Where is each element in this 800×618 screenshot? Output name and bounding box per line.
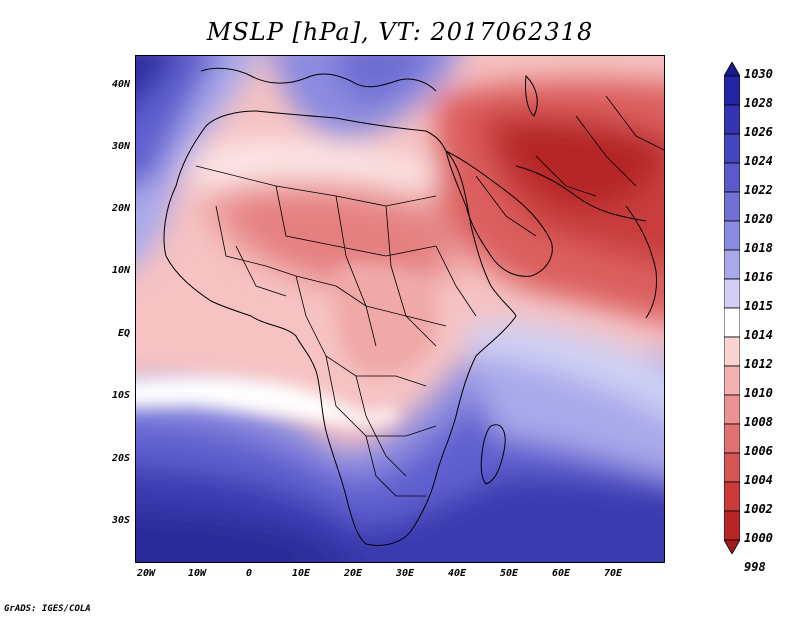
colorbar-swatch-1006 bbox=[723, 423, 741, 454]
colorbar-swatch-1022 bbox=[723, 162, 741, 193]
colorbar-swatch-1030 bbox=[723, 61, 741, 77]
colorbar-label-1016: 1016 bbox=[744, 270, 773, 284]
lon-label-70e: 70E bbox=[603, 568, 623, 579]
lat-label-20n: 20N bbox=[111, 203, 130, 214]
colorbar-label-1002: 1002 bbox=[744, 502, 773, 516]
colorbar-swatch-1016 bbox=[723, 249, 741, 280]
colorbar-label-1008: 1008 bbox=[744, 415, 773, 429]
colorbar-swatch-1026 bbox=[723, 104, 741, 135]
colorbar-swatch-1024 bbox=[723, 133, 741, 164]
colorbar-swatch-1014 bbox=[723, 307, 741, 338]
colorbar-label-998: 998 bbox=[744, 560, 766, 574]
lat-label-40n: 40N bbox=[111, 79, 130, 90]
grads-credit: GrADS: IGES/COLA bbox=[4, 604, 91, 614]
colorbar-swatch-1004 bbox=[723, 452, 741, 483]
colorbar bbox=[723, 61, 741, 555]
colorbar-swatch-1028 bbox=[723, 75, 741, 106]
colorbar-swatch-998 bbox=[723, 539, 741, 555]
colorbar-label-1018: 1018 bbox=[744, 241, 773, 255]
colorbar-label-1028: 1028 bbox=[744, 96, 773, 110]
colorbar-label-1014: 1014 bbox=[744, 328, 773, 342]
lat-label-10n: 10N bbox=[111, 265, 130, 276]
lon-label-20e: 20E bbox=[343, 568, 363, 579]
lon-label-0: 0 bbox=[245, 568, 253, 579]
colorbar-label-1020: 1020 bbox=[744, 212, 773, 226]
colorbar-label-1015: 1015 bbox=[744, 299, 773, 313]
country-borders bbox=[195, 95, 664, 497]
lat-label-30n: 30N bbox=[111, 141, 130, 152]
colorbar-swatch-1012 bbox=[723, 336, 741, 367]
colorbar-label-1006: 1006 bbox=[744, 444, 773, 458]
colorbar-label-1000: 1000 bbox=[744, 531, 773, 545]
colorbar-swatch-1010 bbox=[723, 365, 741, 396]
lon-label-10e: 10E bbox=[291, 568, 311, 579]
lon-label-60e: 60E bbox=[551, 568, 571, 579]
lon-label-50e: 50E bbox=[499, 568, 519, 579]
colorbar-swatch-1008 bbox=[723, 394, 741, 425]
lat-label-20s: 20S bbox=[111, 453, 130, 464]
lat-label-eq: EQ bbox=[117, 328, 130, 339]
map-title: MSLP [hPa], VT: 2017062318 bbox=[206, 18, 594, 46]
lon-label-20w: 20W bbox=[136, 568, 156, 579]
coastlines bbox=[163, 67, 657, 546]
colorbar-label-1004: 1004 bbox=[744, 473, 773, 487]
lat-label-10s: 10S bbox=[111, 390, 130, 401]
colorbar-label-1010: 1010 bbox=[744, 386, 773, 400]
colorbar-swatch-1002 bbox=[723, 481, 741, 512]
colorbar-label-1012: 1012 bbox=[744, 357, 773, 371]
lon-label-30e: 30E bbox=[395, 568, 415, 579]
colorbar-swatch-1000 bbox=[723, 510, 741, 541]
pressure-map bbox=[135, 55, 665, 563]
lat-label-30s: 30S bbox=[111, 515, 130, 526]
colorbar-label-1024: 1024 bbox=[744, 154, 773, 168]
colorbar-label-1026: 1026 bbox=[744, 125, 773, 139]
colorbar-swatch-1020 bbox=[723, 191, 741, 222]
colorbar-swatch-1018 bbox=[723, 220, 741, 251]
lon-label-10w: 10W bbox=[187, 568, 207, 579]
colorbar-label-1022: 1022 bbox=[744, 183, 773, 197]
lon-label-40e: 40E bbox=[447, 568, 467, 579]
pressure-field bbox=[136, 56, 664, 562]
colorbar-label-1030: 1030 bbox=[744, 67, 773, 81]
colorbar-swatch-1015 bbox=[723, 278, 741, 309]
